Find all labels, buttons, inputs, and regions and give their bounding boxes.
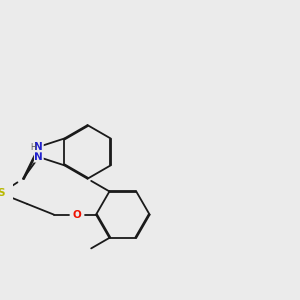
Text: N: N: [34, 142, 43, 152]
Text: S: S: [0, 188, 4, 198]
Text: O: O: [73, 210, 81, 220]
Text: H: H: [31, 143, 36, 152]
Text: N: N: [34, 152, 43, 162]
